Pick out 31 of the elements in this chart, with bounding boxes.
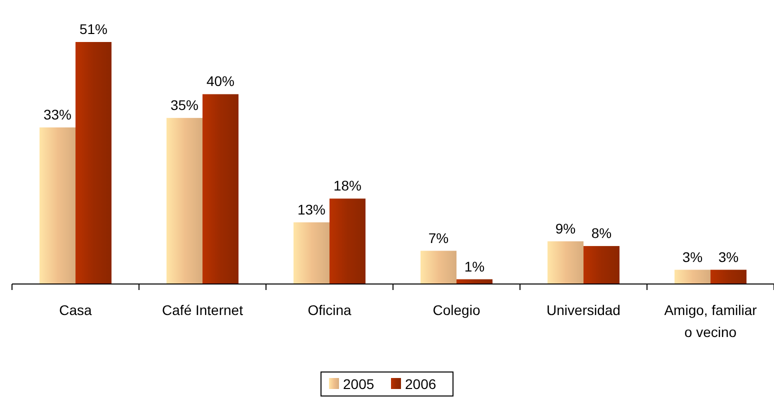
- x-tick-label: Casa: [59, 302, 92, 318]
- data-label: 40%: [206, 73, 235, 90]
- bar: [202, 94, 238, 284]
- data-label: 7%: [428, 230, 449, 246]
- x-tick-label: Colegio: [432, 302, 480, 318]
- bar: [420, 250, 456, 284]
- legend-label: 2006: [405, 376, 436, 392]
- bar: [674, 270, 710, 284]
- bar: [76, 42, 112, 284]
- bar: [548, 241, 584, 284]
- data-label: 13%: [297, 201, 326, 218]
- legend-label: 2005: [343, 376, 374, 392]
- x-tick-label: Café Internet: [162, 302, 244, 318]
- bar: [330, 198, 366, 284]
- x-tick-label: Amigo, familiar o vecino: [664, 302, 758, 340]
- x-tick-label: Oficina: [308, 302, 352, 318]
- x-tick-label: Universidad: [546, 302, 620, 318]
- data-label: 3%: [682, 248, 703, 265]
- bar: [294, 222, 330, 284]
- data-label: 35%: [170, 96, 199, 113]
- data-label: 51%: [79, 21, 108, 37]
- bar: [584, 246, 620, 284]
- bar: [166, 118, 202, 284]
- bar: [710, 270, 746, 284]
- data-label: 1%: [464, 258, 485, 274]
- data-label: 33%: [43, 106, 72, 122]
- data-label: 8%: [591, 225, 612, 242]
- data-label: 18%: [333, 178, 362, 194]
- bar: [40, 127, 76, 284]
- data-label: 3%: [718, 248, 739, 265]
- data-label: 9%: [555, 220, 576, 236]
